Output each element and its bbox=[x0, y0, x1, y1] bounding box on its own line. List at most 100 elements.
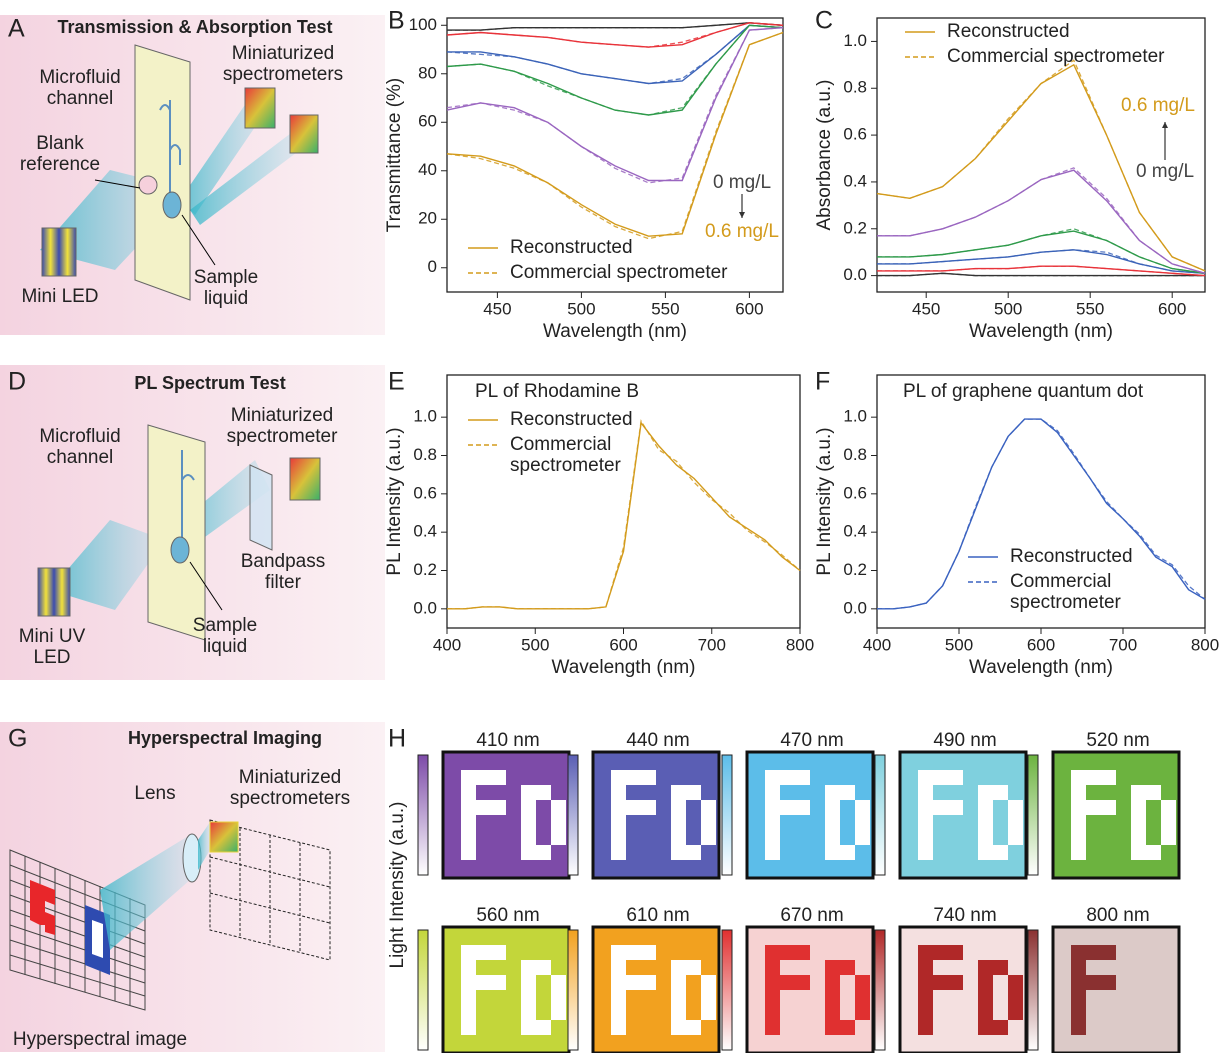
tile-label: 740 nm bbox=[933, 905, 996, 926]
annotation: 0 mg/L bbox=[713, 172, 771, 193]
legend-label: Reconstructed bbox=[510, 409, 633, 430]
letter-pixel bbox=[1008, 975, 1023, 1020]
reconstructed-line bbox=[447, 23, 783, 30]
x-tick-label: 550 bbox=[651, 299, 679, 318]
y-axis-label: PL Intensity (a.u.) bbox=[814, 427, 835, 575]
y-tick-label: 60 bbox=[418, 112, 437, 131]
diagram-label: Sample bbox=[193, 615, 257, 636]
commercial-line bbox=[447, 421, 800, 609]
tile-label: 670 nm bbox=[780, 905, 843, 926]
letter-pixel bbox=[993, 1020, 1008, 1035]
letter-pixel bbox=[551, 975, 566, 1020]
y-tick-label: 1.0 bbox=[843, 407, 867, 426]
y-tick-label: 0.2 bbox=[843, 218, 867, 237]
panel-letter: A bbox=[8, 15, 25, 43]
diagram-label: Microfluid bbox=[39, 426, 120, 447]
letter-pixel bbox=[933, 800, 963, 815]
diagram-title: Hyperspectral Imaging bbox=[128, 728, 322, 748]
tile-label: 410 nm bbox=[476, 730, 539, 751]
y-tick-label: 100 bbox=[409, 15, 437, 34]
legend-label: Commercial spectrometer bbox=[510, 262, 728, 283]
x-tick-label: 600 bbox=[609, 635, 637, 654]
letter-pixel bbox=[611, 945, 626, 1035]
diagram-label: Sample bbox=[194, 267, 258, 288]
letter-pixel bbox=[1146, 785, 1161, 800]
colorbar bbox=[875, 755, 885, 875]
letter-pixel bbox=[1086, 975, 1116, 990]
letter-pixel bbox=[825, 785, 840, 860]
colorbar bbox=[418, 755, 428, 875]
panel-letter: F bbox=[815, 368, 830, 396]
letter-pixel bbox=[780, 770, 810, 785]
letter-pixel bbox=[918, 945, 933, 1035]
reconstructed-line bbox=[447, 28, 783, 181]
diagram-label: liquid bbox=[203, 636, 247, 657]
tile-label: 490 nm bbox=[933, 730, 996, 751]
spectrometer bbox=[245, 88, 275, 128]
letter-pixel bbox=[933, 945, 963, 960]
commercial-line bbox=[447, 23, 783, 47]
x-tick-label: 500 bbox=[994, 299, 1022, 318]
led bbox=[42, 228, 76, 276]
x-axis-label: Wavelength (nm) bbox=[552, 657, 696, 678]
panel-letter: C bbox=[815, 7, 833, 35]
y-axis-label: Absorbance (a.u.) bbox=[814, 79, 835, 230]
sample bbox=[163, 192, 181, 218]
diagram-label: Microfluid bbox=[39, 67, 120, 88]
x-tick-label: 800 bbox=[1191, 635, 1219, 654]
diagram-label: Hyperspectral image bbox=[13, 1029, 187, 1050]
y-tick-label: 0 bbox=[428, 257, 437, 276]
sample bbox=[171, 537, 189, 563]
y-tick-label: 20 bbox=[418, 209, 437, 228]
blank-reference bbox=[139, 176, 157, 194]
figure: ATransmission & Absorption TestMicroflui… bbox=[0, 0, 1220, 1053]
arrow-head bbox=[1162, 122, 1168, 128]
y-tick-label: 0.4 bbox=[843, 522, 867, 541]
chart-title: PL of Rhodamine B bbox=[475, 381, 639, 402]
commercial-line bbox=[877, 250, 1205, 273]
reconstructed-line bbox=[877, 273, 1205, 275]
letter-pixel bbox=[701, 975, 716, 1020]
letter-pixel bbox=[476, 800, 506, 815]
x-tick-label: 700 bbox=[1109, 635, 1137, 654]
diagram-label: liquid bbox=[204, 288, 248, 309]
letter-pixel bbox=[536, 785, 551, 800]
letter-pixel bbox=[1086, 800, 1116, 815]
x-tick-label: 500 bbox=[945, 635, 973, 654]
arrow-head bbox=[739, 212, 745, 218]
x-tick-label: 800 bbox=[786, 635, 814, 654]
letter-pixel bbox=[1008, 800, 1023, 845]
letter-pixel bbox=[611, 770, 626, 860]
letter-pixel bbox=[671, 960, 686, 1035]
annotation: 0 mg/L bbox=[1136, 161, 1194, 182]
colorbar bbox=[875, 930, 885, 1050]
tile-label: 440 nm bbox=[626, 730, 689, 751]
diagram-label: filter bbox=[265, 572, 302, 593]
letter-pixel bbox=[780, 800, 810, 815]
letter-pixel bbox=[1071, 770, 1086, 860]
colorbar bbox=[722, 755, 732, 875]
letter-pixel bbox=[521, 785, 536, 860]
panel-letter: G bbox=[8, 725, 27, 753]
x-tick-label: 550 bbox=[1076, 299, 1104, 318]
letter-pixel bbox=[1071, 945, 1086, 1035]
diagram-label: Mini LED bbox=[21, 286, 98, 307]
letter-pixel bbox=[626, 800, 656, 815]
letter-pixel bbox=[825, 960, 840, 1035]
y-tick-label: 80 bbox=[418, 63, 437, 82]
letter-pixel bbox=[476, 945, 506, 960]
bandpass-filter bbox=[250, 465, 272, 550]
letter-pixel bbox=[993, 960, 1008, 975]
diagram-label: Miniaturized bbox=[231, 405, 333, 426]
legend-label: Reconstructed bbox=[510, 237, 633, 258]
letter-pixel bbox=[686, 845, 701, 860]
letter-pixel bbox=[780, 945, 810, 960]
letter-pixel bbox=[978, 960, 993, 1035]
diagram-label: Miniaturized bbox=[232, 43, 334, 64]
diagram-label: channel bbox=[47, 447, 114, 468]
letter-pixel bbox=[536, 845, 551, 860]
letter-pixel bbox=[840, 960, 855, 975]
letter-pixel bbox=[840, 1020, 855, 1035]
